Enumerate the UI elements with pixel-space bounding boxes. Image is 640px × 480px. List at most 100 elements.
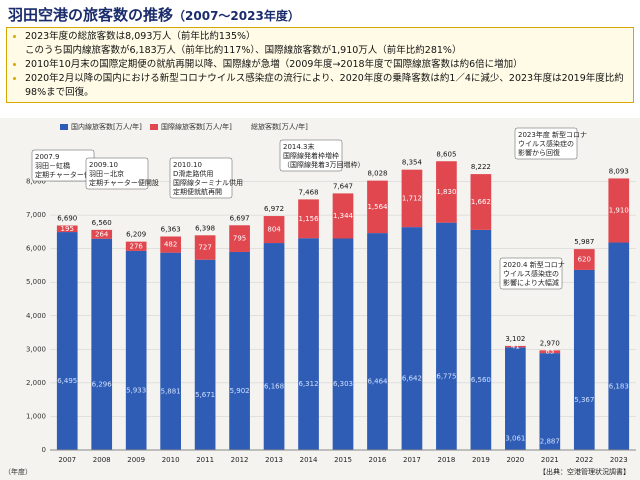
annotation-text: 国際線ターミナル供用 (173, 178, 243, 187)
annotation-box (85, 157, 149, 190)
annotation-text: ウイルス感染症の (503, 269, 559, 278)
y-tick-label: 7,000 (26, 211, 46, 219)
total-label: 8,605 (436, 150, 456, 158)
bar-value-label: 620 (578, 256, 591, 264)
x-tick-label: 2023 (610, 456, 628, 464)
bar-value-label: 1,156 (299, 215, 320, 223)
bar-segment (401, 169, 423, 228)
bar-segment (263, 216, 285, 244)
x-tick-label: 2017 (403, 456, 421, 464)
bar-segment (608, 178, 630, 243)
x-tick-label: 2019 (472, 456, 490, 464)
total-label: 7,647 (333, 182, 353, 190)
total-label: 6,363 (161, 225, 181, 233)
bar-segment (332, 238, 354, 450)
bar-segment (470, 174, 492, 230)
bar-value-label: 1,344 (333, 212, 354, 220)
annotation-box (169, 157, 233, 199)
y-tick-label: 1,000 (26, 412, 46, 420)
bar-segment (194, 235, 216, 260)
bullet: 2010年10月末の国際定期便の就航再開以降、国際線が急増（2009年度→201… (25, 58, 629, 72)
annotation-box (279, 139, 343, 172)
annotation-text: 影響から回復 (518, 148, 560, 157)
bar-value-label: 6,464 (367, 378, 388, 386)
title: 羽田空港の旅客数の推移 (8, 6, 174, 24)
subtitle: （2007～2023年度） (173, 9, 300, 23)
bar-segment (608, 242, 630, 450)
x-tick-label: 2013 (265, 456, 283, 464)
annotation-text: 影響により大幅減 (503, 278, 559, 287)
x-tick-label: 2008 (93, 456, 111, 464)
bar-value-label: 1,712 (402, 194, 422, 202)
x-tick-label: 2020 (506, 456, 524, 464)
bar-segment (332, 193, 354, 239)
y-tick-label: 6,000 (26, 245, 46, 253)
bar-value-label: 5,881 (161, 387, 181, 395)
bar-value-label: 6,296 (92, 380, 113, 388)
bar-segment (539, 353, 561, 450)
annotation-text: 2023年度 新型コロナ (518, 130, 587, 139)
bar-value-label: 6,168 (264, 383, 284, 391)
bar-segment (539, 350, 561, 354)
bar-value-label: 804 (267, 226, 281, 234)
total-label: 8,093 (609, 167, 629, 175)
x-tick-label: 2021 (541, 456, 559, 464)
total-label: 6,560 (92, 219, 112, 227)
total-label: 6,972 (264, 205, 284, 213)
y-tick-label: 0 (42, 446, 46, 454)
bar-value-label: 482 (164, 241, 177, 249)
bar-segment (56, 225, 78, 233)
legend-label: 国内線旅客数[万人/年] (71, 122, 142, 131)
annotation-text: ウイルス感染症の (518, 139, 574, 148)
bar-segment (436, 161, 457, 223)
annotation-text: 定期便就航再開 (173, 187, 222, 196)
legend-swatch (150, 124, 158, 130)
bar-segment (160, 236, 181, 253)
bar-value-label: 264 (95, 230, 109, 238)
legend-label: 総旅客数[万人/年] (251, 122, 308, 131)
bar-segment (125, 250, 147, 450)
bar-segment (470, 229, 492, 450)
bar-value-label: 5,933 (126, 386, 146, 394)
bar-segment (56, 232, 78, 450)
bullet: 2023年度の総旅客数は8,093万人（前年比約135%） (25, 30, 629, 44)
total-label: 6,690 (57, 215, 77, 223)
bar-value-label: 795 (233, 235, 246, 243)
bar-value-label: 3,061 (505, 435, 525, 443)
bar-value-label: 1,830 (436, 188, 456, 196)
bar-segment (91, 238, 113, 450)
bar-segment (160, 252, 181, 450)
bar-segment (229, 251, 250, 450)
bar-value-label: 6,312 (299, 380, 319, 388)
y-tick-label: 2,000 (26, 379, 46, 387)
header: 羽田空港の旅客数の推移（2007～2023年度） 2023年度の総旅客数は8,0… (0, 0, 640, 118)
bar-segment (573, 249, 595, 270)
bar-segment (229, 225, 250, 252)
total-label: 8,222 (471, 163, 491, 171)
x-tick-label: 2007 (58, 456, 76, 464)
annotation-text: D滑走路供用 (173, 169, 213, 178)
x-tick-label: 2012 (231, 456, 249, 464)
x-tick-label: 2022 (575, 456, 593, 464)
bar-value-label: 6,560 (471, 376, 491, 384)
y-tick-label: 8,000 (26, 178, 46, 186)
chart: 0 1,000 2,000 3,000 4,000 5,000 6,000 7,000 8,00… (4, 122, 636, 476)
total-label: 2,970 (540, 339, 560, 347)
annotation-text: 2009.10 (89, 161, 118, 169)
bar-segment (505, 347, 526, 450)
x-tick-label: 2018 (437, 456, 455, 464)
bar-segment (263, 243, 285, 450)
source: 【出典：空港管理状況調書】 (539, 467, 630, 476)
x-tick-label: 2015 (334, 456, 352, 464)
bar-value-label: 5,671 (195, 391, 215, 399)
annotation-box (499, 257, 563, 290)
total-label: 6,697 (230, 214, 250, 222)
bar-segment (298, 238, 319, 450)
total-label: 8,028 (367, 170, 387, 178)
x-tick-label: 2016 (369, 456, 387, 464)
x-axis-label: （年度） (4, 467, 32, 476)
bar-segment (367, 180, 388, 234)
x-tick-label: 2011 (196, 456, 214, 464)
